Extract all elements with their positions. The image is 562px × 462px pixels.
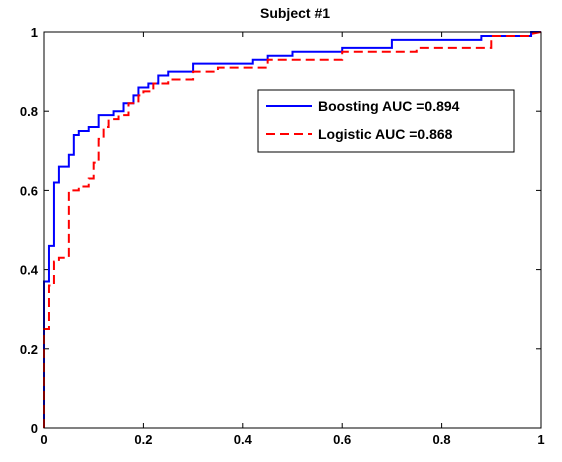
- y-tick-label: 0: [31, 421, 38, 436]
- x-tick-label: 0.6: [333, 432, 351, 447]
- x-tick-label: 0.8: [433, 432, 451, 447]
- x-tick-label: 0: [40, 432, 47, 447]
- y-tick-label: 0.2: [20, 342, 38, 357]
- legend-label: Logistic AUC =0.868: [318, 126, 453, 142]
- legend: Boosting AUC =0.894 Logistic AUC =0.868: [257, 89, 515, 153]
- x-tick-label: 0.4: [234, 432, 253, 447]
- chart-title: Subject #1: [260, 5, 330, 21]
- x-tick-label: 1: [537, 432, 544, 447]
- y-tick-label: 0.4: [20, 263, 39, 278]
- y-tick-label: 0.8: [20, 104, 38, 119]
- axis-ticks: 0 0.2 0.4 0.6 0.8 1 0 0.2 0.4 0.6 0.8 1: [20, 25, 545, 447]
- y-tick-label: 1: [31, 25, 38, 40]
- y-tick-label: 0.6: [20, 183, 38, 198]
- legend-box: [257, 89, 515, 153]
- x-tick-label: 0.2: [134, 432, 152, 447]
- plot-lines: [43, 31, 542, 428]
- series-line-1: [43, 31, 542, 428]
- legend-label: Boosting AUC =0.894: [318, 98, 460, 114]
- plot-area-frame: [43, 31, 542, 429]
